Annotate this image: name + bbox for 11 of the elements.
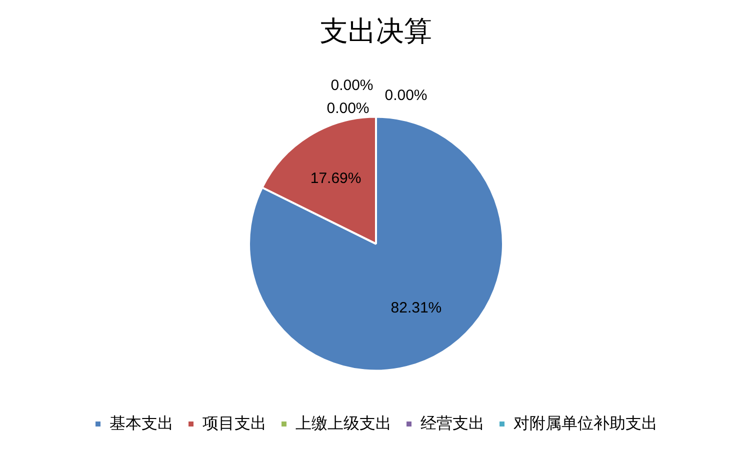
text: 0.00% [330, 76, 374, 94]
legend-label: 项目支出 [202, 414, 266, 432]
data-label: 82.31% [390, 300, 442, 317]
chart-title: 支出决算 [320, 16, 432, 47]
legend-label: 上缴上级支出 [296, 414, 392, 432]
legend-label: 对附属单位补助支出 [514, 414, 658, 432]
legend-label: 基本支出 [110, 414, 174, 432]
data-label: 17.69% [310, 170, 362, 188]
text: 0.00% [326, 100, 370, 117]
legend-label: 经营支出 [420, 414, 484, 432]
text: 0.00% [384, 86, 428, 104]
